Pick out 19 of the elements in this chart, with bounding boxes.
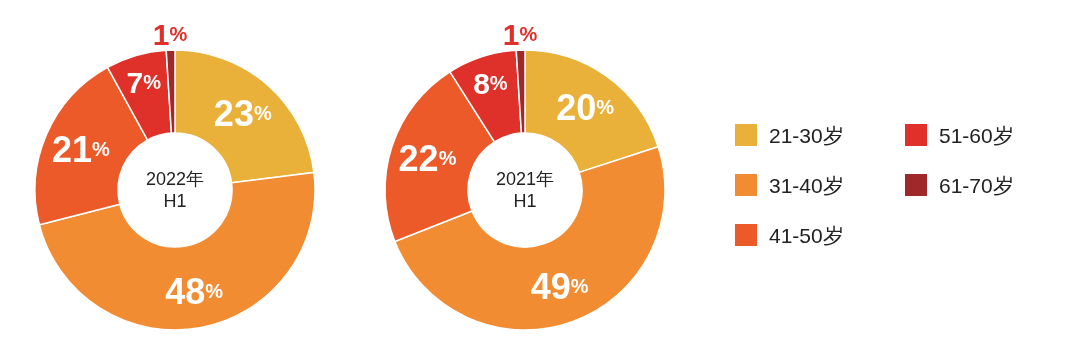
data-label: 23% (213, 92, 272, 134)
data-label: 49% (530, 265, 589, 307)
text: H1 (513, 191, 537, 211)
data-label: 7% (126, 65, 162, 99)
legend-label: 61-70岁 (939, 173, 1014, 197)
text: 2021年 (495, 169, 555, 189)
text: H1 (163, 191, 187, 211)
legend-label: 51-60岁 (939, 123, 1014, 147)
data-label: 8% (473, 66, 508, 100)
legend-label: 31-40岁 (769, 173, 844, 197)
legend-label: 41-50岁 (769, 223, 844, 247)
data-label: 48% (165, 270, 224, 312)
data-label: 1% (502, 17, 538, 51)
data-label: 20% (556, 86, 615, 128)
text: 2022年 (145, 169, 205, 189)
legend-label: 21-30岁 (769, 123, 844, 147)
data-label: 1% (152, 17, 188, 51)
data-label: 22% (398, 137, 457, 179)
data-label: 21% (52, 128, 111, 170)
